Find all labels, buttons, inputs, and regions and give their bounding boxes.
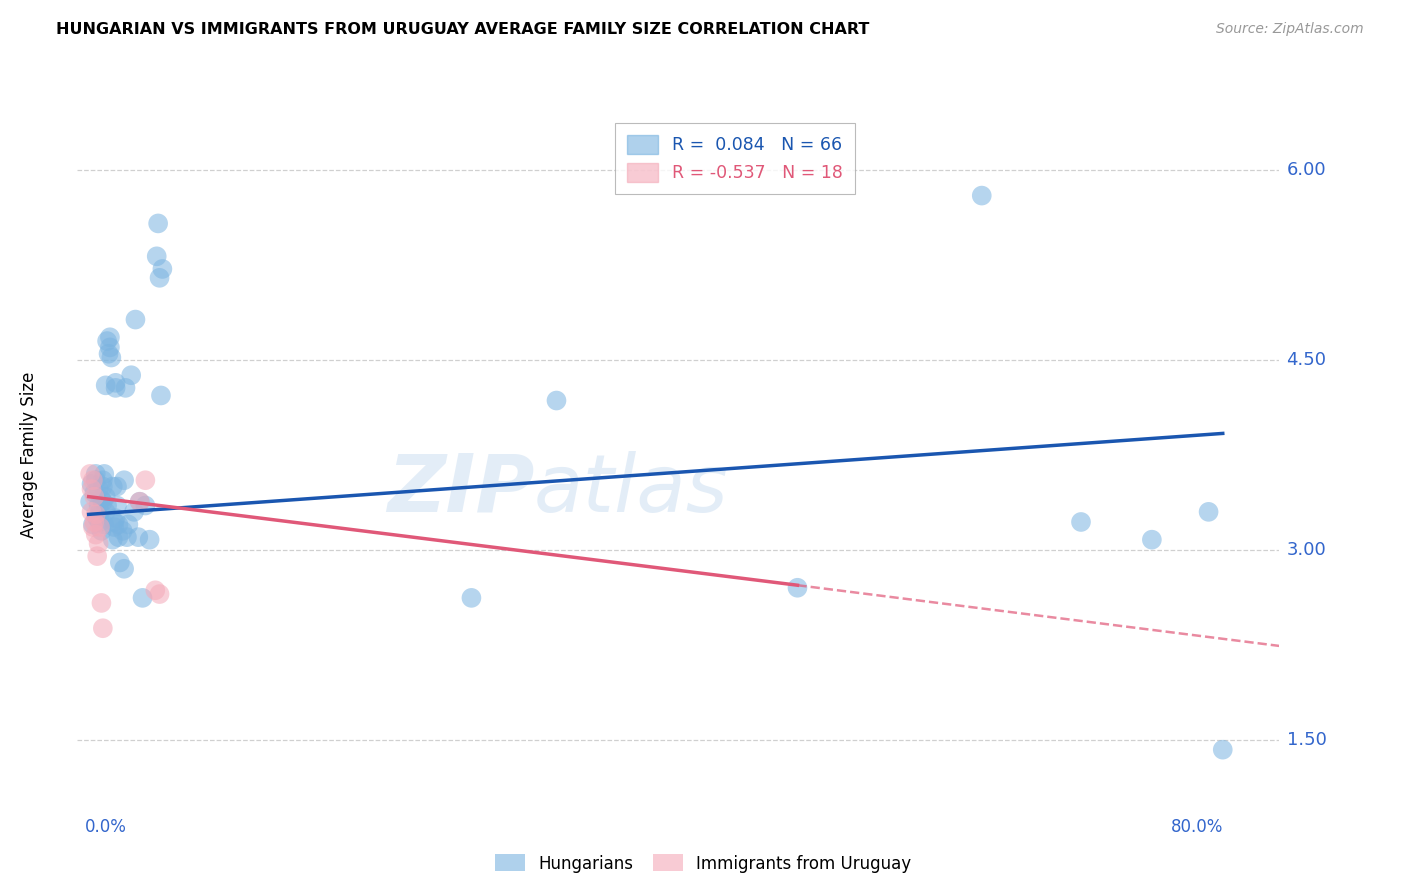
- Point: [79, 467, 101, 481]
- Point: [93, 467, 115, 481]
- Point: [146, 216, 169, 230]
- Point: [94, 378, 117, 392]
- Point: [94, 490, 117, 504]
- Text: 0.0%: 0.0%: [84, 818, 127, 836]
- Point: [128, 494, 150, 508]
- Point: [82, 517, 104, 532]
- Point: [98, 340, 121, 354]
- Point: [90, 596, 112, 610]
- Point: [134, 499, 156, 513]
- Point: [87, 536, 110, 550]
- Text: 4.50: 4.50: [1286, 351, 1326, 369]
- Point: [1198, 505, 1220, 519]
- Point: [98, 330, 121, 344]
- Point: [107, 517, 129, 532]
- Point: [546, 393, 568, 408]
- Point: [82, 520, 104, 534]
- Point: [93, 517, 115, 532]
- Point: [87, 499, 110, 513]
- Point: [84, 527, 107, 541]
- Text: Average Family Size: Average Family Size: [20, 372, 38, 538]
- Point: [1212, 742, 1234, 756]
- Point: [124, 312, 146, 326]
- Point: [101, 533, 124, 547]
- Point: [96, 334, 118, 348]
- Point: [80, 477, 103, 491]
- Legend: R =  0.084   N = 66, R = -0.537   N = 18: R = 0.084 N = 66, R = -0.537 N = 18: [614, 123, 855, 194]
- Text: ZIP: ZIP: [387, 450, 534, 529]
- Point: [104, 511, 127, 525]
- Point: [107, 530, 129, 544]
- Point: [150, 262, 173, 277]
- Point: [970, 188, 993, 202]
- Text: atlas: atlas: [534, 450, 728, 529]
- Point: [94, 505, 117, 519]
- Legend: Hungarians, Immigrants from Uruguay: Hungarians, Immigrants from Uruguay: [488, 847, 918, 880]
- Text: 3.00: 3.00: [1286, 541, 1326, 558]
- Point: [96, 499, 118, 513]
- Point: [108, 556, 131, 570]
- Point: [111, 524, 134, 538]
- Point: [101, 479, 124, 493]
- Point: [112, 562, 135, 576]
- Point: [460, 591, 482, 605]
- Point: [115, 530, 138, 544]
- Point: [91, 494, 114, 508]
- Point: [138, 533, 160, 547]
- Point: [97, 347, 120, 361]
- Point: [91, 473, 114, 487]
- Point: [89, 505, 111, 519]
- Text: 1.50: 1.50: [1286, 731, 1326, 748]
- Point: [145, 249, 167, 263]
- Text: 80.0%: 80.0%: [1170, 818, 1223, 836]
- Point: [128, 494, 150, 508]
- Point: [89, 520, 111, 534]
- Point: [143, 583, 166, 598]
- Text: 6.00: 6.00: [1286, 161, 1326, 179]
- Point: [79, 494, 101, 508]
- Point: [89, 515, 111, 529]
- Point: [148, 270, 170, 285]
- Point: [149, 388, 172, 402]
- Point: [786, 581, 808, 595]
- Point: [1070, 515, 1092, 529]
- Point: [83, 490, 105, 504]
- Point: [91, 621, 114, 635]
- Point: [86, 511, 108, 525]
- Point: [87, 482, 110, 496]
- Point: [84, 467, 107, 481]
- Point: [127, 530, 149, 544]
- Point: [91, 479, 114, 493]
- Point: [80, 482, 103, 496]
- Text: HUNGARIAN VS IMMIGRANTS FROM URUGUAY AVERAGE FAMILY SIZE CORRELATION CHART: HUNGARIAN VS IMMIGRANTS FROM URUGUAY AVE…: [56, 22, 870, 37]
- Point: [105, 479, 128, 493]
- Point: [117, 517, 139, 532]
- Point: [82, 473, 104, 487]
- Point: [100, 351, 122, 365]
- Point: [103, 515, 125, 529]
- Point: [148, 587, 170, 601]
- Text: Source: ZipAtlas.com: Source: ZipAtlas.com: [1216, 22, 1364, 37]
- Point: [90, 524, 112, 538]
- Point: [120, 368, 142, 383]
- Point: [103, 520, 125, 534]
- Point: [112, 473, 135, 487]
- Point: [83, 515, 105, 529]
- Point: [83, 486, 105, 500]
- Point: [86, 549, 108, 563]
- Point: [90, 492, 112, 507]
- Point: [1140, 533, 1163, 547]
- Point: [122, 505, 145, 519]
- Point: [105, 499, 128, 513]
- Point: [131, 591, 153, 605]
- Point: [104, 376, 127, 390]
- Point: [84, 508, 107, 522]
- Point: [114, 381, 136, 395]
- Point: [84, 473, 107, 487]
- Point: [80, 505, 103, 519]
- Point: [104, 381, 127, 395]
- Point: [134, 473, 156, 487]
